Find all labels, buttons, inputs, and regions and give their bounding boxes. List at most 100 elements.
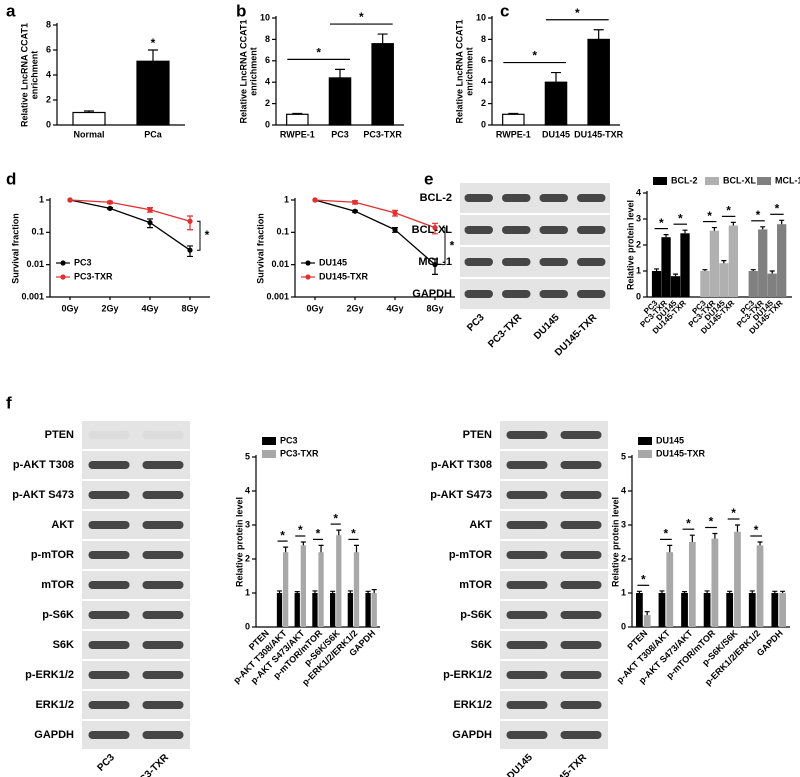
blot-band (539, 194, 568, 202)
bar (709, 230, 720, 297)
point (432, 262, 438, 268)
error-bar (730, 221, 736, 226)
blot-band (560, 611, 602, 619)
blot-band (142, 581, 184, 589)
blot-band (560, 551, 602, 559)
bar (347, 593, 354, 627)
bar (300, 545, 306, 627)
blot-band (506, 431, 548, 439)
blot-row-label: S6K (53, 639, 74, 651)
blot-band (539, 226, 568, 234)
x-tick-label: PCa (144, 129, 163, 139)
x-tick-label: RWPE-1 (280, 129, 315, 139)
blot-band (88, 461, 130, 469)
legend-swatch (757, 177, 771, 185)
error-bar (749, 590, 755, 593)
blot-band (506, 701, 548, 709)
y-tick-label: 3 (636, 213, 641, 223)
y-axis-label: enrichment (248, 47, 258, 96)
significance-label: * (205, 228, 210, 242)
y-axis-label: Relative LncRNA CCAT1 (454, 19, 464, 123)
error-bar (508, 112, 519, 115)
legend-marker (60, 260, 66, 266)
bar (680, 233, 690, 297)
error-bar (711, 226, 717, 231)
error-bar (682, 591, 688, 593)
x-tick-label: 4Gy (141, 303, 158, 313)
x-tick-label: 2Gy (101, 303, 118, 313)
significance-label: * (775, 201, 780, 215)
y-tick-label: 2 (46, 94, 51, 104)
bar (286, 113, 309, 126)
legend-label: PC3 (280, 435, 298, 445)
y-tick-label: 6 (46, 44, 51, 54)
bar (666, 552, 674, 627)
legend-marker (60, 274, 66, 280)
bar (276, 593, 283, 627)
blot-band (560, 671, 602, 679)
y-tick-label: 6 (481, 55, 486, 65)
legend-label: DU145 (656, 435, 684, 445)
error-bar (593, 29, 604, 40)
bar (726, 593, 734, 627)
error-bar (780, 590, 786, 593)
blot-band (142, 431, 184, 439)
y-axis-label: Relative protein level (234, 497, 244, 587)
bar (72, 111, 106, 126)
blot-column-label: DU145-TXR (543, 752, 590, 777)
y-axis-label: Relative LncRNA CCAT1 (19, 23, 29, 127)
y-tick-label: 0.001 (21, 291, 44, 301)
significance-label: * (726, 204, 731, 218)
blot-band (88, 671, 130, 679)
bar (371, 593, 377, 627)
y-tick-label: 4 (46, 69, 51, 79)
blot-band (506, 611, 548, 619)
legend-label: DU145 (319, 257, 347, 267)
x-tick-label: Normal (73, 129, 104, 139)
error-bar (551, 71, 561, 83)
blot-band (142, 731, 184, 739)
significance-label: * (359, 10, 364, 24)
blot-row-label: MCL-1 (418, 256, 452, 268)
error-bar (673, 273, 679, 277)
y-tick-label: 4 (245, 485, 250, 495)
error-bar (312, 590, 318, 593)
blot-row-label: p-AKT T308 (431, 459, 492, 471)
bar (282, 552, 289, 627)
blot-band (142, 551, 184, 559)
y-axis-label: Relative LncRNA CCAT1 (238, 19, 248, 123)
significance-label: * (756, 208, 761, 222)
error-bar (712, 532, 718, 539)
blot-band (502, 290, 531, 298)
bar (711, 538, 719, 627)
blot-band (506, 551, 548, 559)
x-tick-label: 0Gy (61, 303, 78, 313)
significance-label: * (659, 216, 664, 230)
y-tick-label: 0 (481, 119, 486, 129)
significance-label: * (450, 238, 455, 252)
blot-band (502, 226, 531, 234)
error-bar (148, 49, 158, 62)
x-tick-label: 0Gy (306, 303, 323, 313)
series-line (314, 199, 436, 266)
blot-band (88, 611, 130, 619)
bar (670, 276, 681, 297)
error-bar (721, 260, 727, 264)
error-bar (318, 544, 324, 553)
point (352, 208, 358, 214)
legend-swatch (653, 177, 667, 185)
blot-band (506, 581, 548, 589)
significance-label: * (351, 527, 356, 541)
legend-swatch (638, 437, 652, 445)
legend-label: MCL-1 (775, 175, 800, 185)
x-tick-label: RWPE-1 (496, 129, 531, 139)
error-bar (750, 269, 756, 271)
y-tick-label: 0.001 (266, 291, 289, 301)
y-tick-label: 0 (46, 119, 51, 129)
y-tick-label: 8 (265, 34, 270, 44)
error-bar (689, 534, 695, 542)
blot-band (88, 581, 130, 589)
blot-band (560, 581, 602, 589)
error-bar (377, 33, 388, 44)
